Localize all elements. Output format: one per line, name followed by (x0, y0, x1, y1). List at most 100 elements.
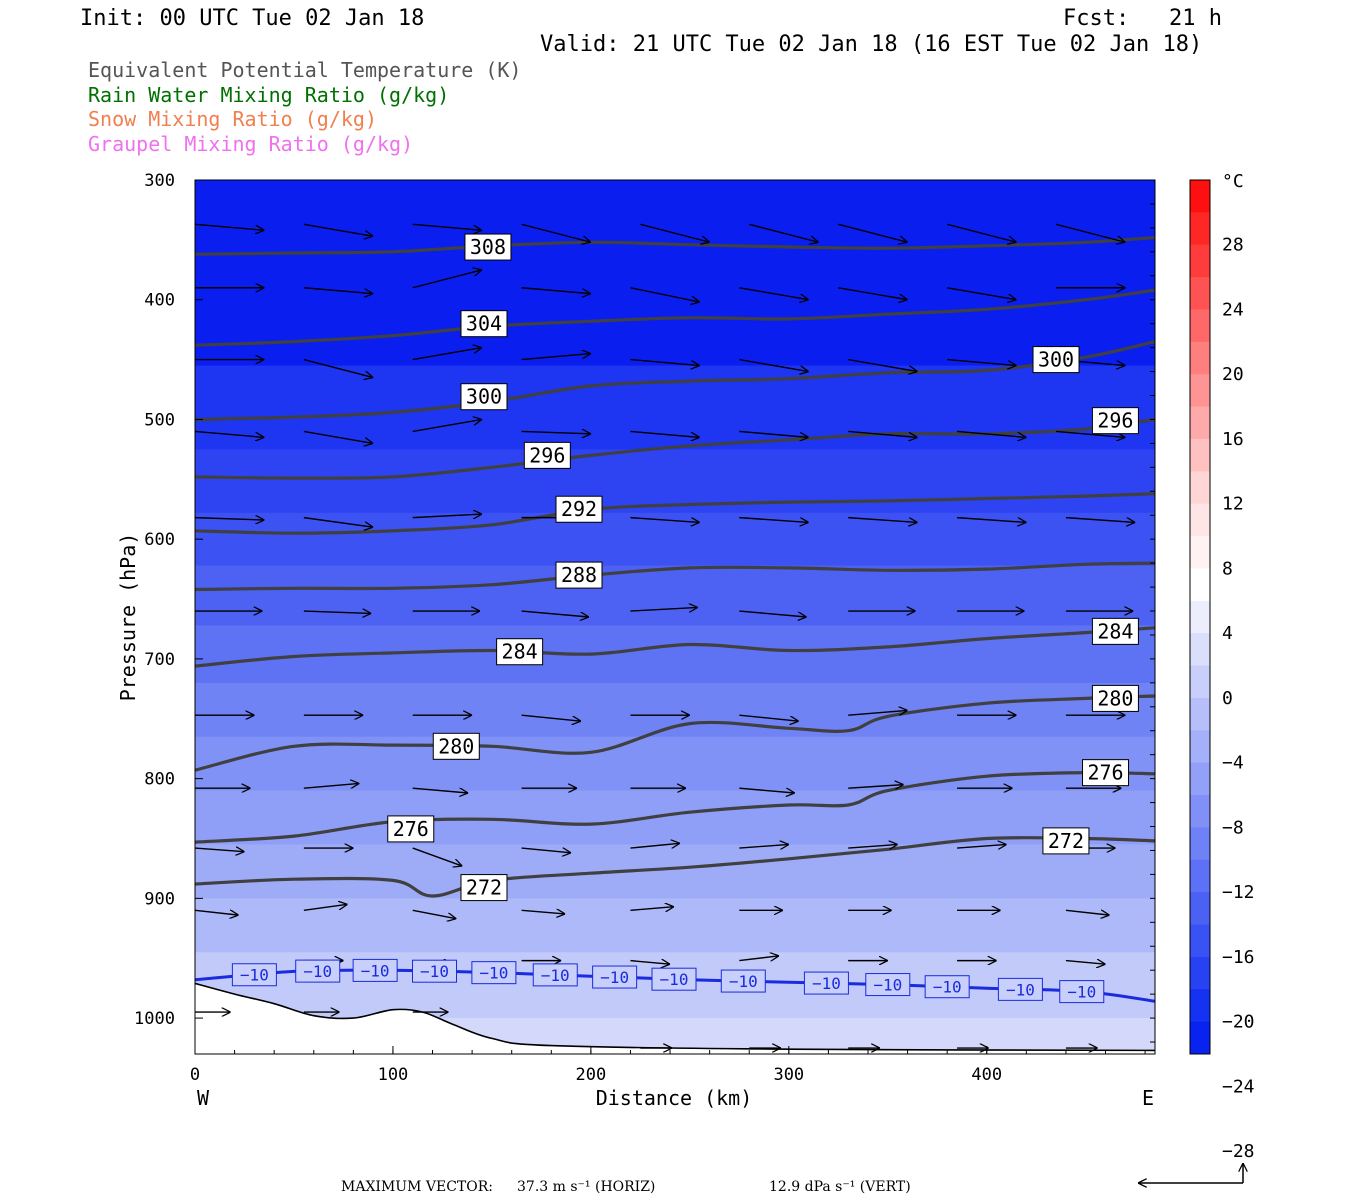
wind-vector (947, 287, 1016, 300)
wind-vector (195, 223, 264, 230)
colorbar: 28 24 20 16 12 8 4 0 −4 −8 −12 −16 −20 −24 −28 (1189, 179, 1255, 1162)
temperature-band (195, 365, 1155, 451)
legend-theta-e: Equivalent Potential Temperature (K) (88, 58, 521, 82)
x-axis-west-label: W (197, 1086, 210, 1110)
theta-e-contour-272 (195, 836, 1155, 898)
wind-vector (630, 961, 670, 965)
wind-vector (739, 956, 779, 961)
colorbar-label: 24 (1222, 299, 1244, 320)
isotherm-label: −10 (592, 965, 638, 989)
theta-e-label-308: 308 (464, 233, 512, 261)
svg-text:−10: −10 (812, 974, 841, 993)
theta-e-label-296: 296 (1091, 407, 1139, 435)
svg-text:276: 276 (1087, 761, 1123, 785)
wind-vector (848, 516, 917, 523)
wind-vector (521, 287, 591, 294)
x-tick-label: 300 (773, 1065, 804, 1085)
valid-time: Valid: 21 UTC Tue 02 Jan 18 (16 EST Tue … (540, 32, 1202, 57)
wind-vector (848, 844, 897, 848)
wind-vector (195, 430, 264, 437)
colorbar-swatch (1190, 989, 1210, 1023)
colorbar-swatch (1190, 568, 1210, 602)
wind-vector (640, 223, 709, 242)
colorbar-label: 20 (1222, 364, 1244, 385)
wind-vector (946, 223, 1016, 242)
theta-e-label-304: 304 (460, 310, 508, 338)
theta-e-label-280: 280 (1091, 684, 1139, 712)
wind-vector (412, 348, 482, 361)
temperature-band (195, 449, 1155, 514)
y-tick-label: 900 (144, 889, 175, 909)
colorbar-swatch (1190, 1021, 1210, 1055)
y-tick-label: 1000 (134, 1009, 175, 1029)
temperature-band (195, 180, 1155, 367)
wind-vector (303, 430, 373, 443)
reference-vector-icon (1138, 1163, 1243, 1183)
wind-vector (521, 354, 591, 361)
colorbar-swatch (1190, 341, 1210, 375)
svg-text:280: 280 (438, 734, 474, 758)
theta-e-contour-304 (195, 288, 1155, 347)
y-tick-label: 400 (144, 291, 175, 311)
wind-vector (412, 847, 462, 866)
wind-vector (521, 714, 581, 721)
wind-vector (957, 516, 1026, 523)
wind-vector (1055, 223, 1125, 242)
x-axis-east-label: E (1142, 1086, 1154, 1110)
legend-rain: Rain Water Mixing Ratio (g/kg) (88, 83, 449, 107)
wind-vector (739, 287, 808, 300)
wind-vector (947, 358, 1016, 366)
svg-text:292: 292 (561, 497, 597, 521)
wind-vector (303, 516, 373, 528)
svg-text:280: 280 (1097, 686, 1133, 710)
colorbar-label: 28 (1222, 235, 1244, 256)
wind-vector (195, 518, 264, 520)
svg-text:300: 300 (1038, 348, 1074, 372)
svg-text:−10: −10 (1006, 980, 1035, 999)
wind-vector (195, 848, 244, 852)
wind-vector (630, 358, 699, 366)
wind-vector (412, 787, 468, 793)
theta-e-label-280: 280 (432, 732, 480, 760)
wind-vector (739, 516, 808, 523)
theta-e-label-300: 300 (460, 383, 508, 411)
colorbar-unit: °C (1222, 171, 1244, 192)
wind-vector (848, 710, 907, 716)
wind-vector (412, 514, 482, 518)
colorbar-swatch (1190, 503, 1210, 537)
theta-e-label-276: 276 (387, 815, 435, 843)
terrain-fill (195, 983, 1155, 1054)
colorbar-label: 4 (1222, 623, 1233, 644)
isotherm-label: −10 (997, 977, 1043, 1001)
svg-text:296: 296 (1097, 409, 1133, 433)
plot-frame (194, 179, 1156, 1055)
y-tick-label: 500 (144, 410, 175, 430)
temperature-fill (195, 180, 1155, 1054)
theta-e-contour-288 (195, 561, 1155, 592)
wind-vector (848, 785, 903, 789)
y-tick-label: 600 (144, 530, 175, 550)
svg-text:−10: −10 (361, 961, 390, 980)
wind-vector (848, 430, 917, 437)
temperature-band (195, 565, 1155, 627)
wind-vector (1065, 516, 1135, 523)
max-vector-label: MAXIMUM VECTOR: (341, 1179, 493, 1195)
colorbar-swatch (1190, 277, 1210, 310)
theta-e-label-272: 272 (1042, 827, 1090, 855)
wind-vector (630, 430, 699, 437)
svg-text:300: 300 (466, 385, 502, 409)
x-tick-label: 100 (378, 1065, 409, 1085)
wind-vector (412, 223, 482, 230)
wind-vector (739, 430, 808, 437)
isotherm-label: −10 (412, 959, 458, 983)
wind-vector (848, 358, 917, 372)
colorbar-swatch (1190, 180, 1210, 213)
colorbar-label: 16 (1222, 429, 1244, 450)
wind-vector (957, 844, 1006, 848)
colorbar-frame (1189, 179, 1211, 1055)
theta-e-label-272: 272 (460, 874, 508, 902)
wind-vector (521, 910, 566, 914)
wind-vector (412, 909, 457, 918)
colorbar-swatch (1190, 924, 1210, 958)
colorbar-swatch (1190, 730, 1210, 764)
